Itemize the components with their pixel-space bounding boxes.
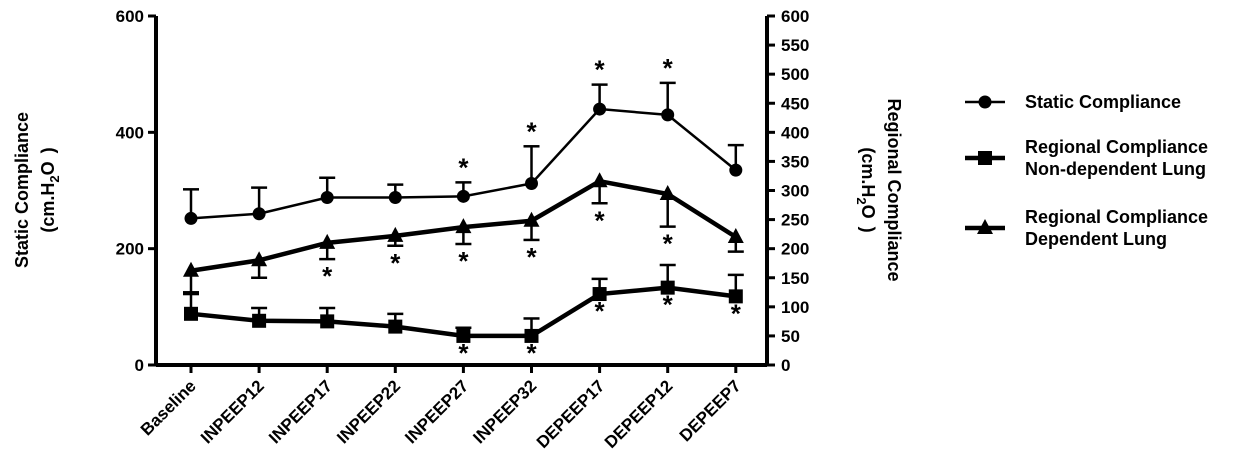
right-y-tick-label: 50: [781, 327, 800, 346]
significance-star: *: [595, 205, 606, 235]
right-axis-unit: (cm.H2O): [854, 147, 878, 232]
significance-star: *: [526, 338, 537, 368]
legend-marker: [978, 151, 992, 165]
left-y-tick-label: 600: [116, 7, 144, 26]
legend-label-line: Dependent Lung: [1025, 229, 1167, 249]
data-point: [252, 207, 266, 221]
right-y-tick-label: 250: [781, 211, 809, 230]
right-y-tick-label: 450: [781, 94, 809, 113]
right-y-tick-label: 500: [781, 65, 809, 84]
left-axis-title-line1: Static Compliance: [12, 112, 32, 268]
x-tick-label: INPEEP22: [333, 376, 404, 447]
right-y-tick-label: 0: [781, 356, 790, 375]
legend-label-line: Non-dependent Lung: [1025, 159, 1206, 179]
x-tick-label: INPEEP32: [469, 376, 540, 447]
data-point: [387, 226, 404, 242]
x-tick-label: DEPEEP7: [676, 376, 745, 445]
left-y-tick-label: 400: [116, 123, 144, 142]
x-tick-label: INPEEP12: [197, 376, 268, 447]
x-tick-label: INPEEP27: [401, 376, 472, 447]
right-y-tick-label: 600: [781, 7, 809, 26]
data-point: [456, 328, 471, 343]
legend-label-line: Regional Compliance: [1025, 207, 1208, 227]
left-y-tick-label: 0: [135, 356, 144, 375]
data-point: [320, 314, 335, 329]
x-tick-label: DEPEEP12: [601, 376, 677, 452]
legend-label: Regional Compliance Dependent Lung: [1025, 207, 1208, 249]
legend-marker: [977, 219, 993, 234]
data-point: [660, 280, 675, 295]
data-point: [184, 211, 198, 225]
significance-star: *: [595, 55, 606, 85]
legend-label: Static Compliance: [1025, 92, 1181, 112]
x-tick-labels: BaselineINPEEP12INPEEP17INPEEP22INPEEP27…: [137, 365, 745, 452]
significance-star: *: [526, 242, 537, 272]
right-y-tick-label: 550: [781, 36, 809, 55]
data-point: [525, 177, 538, 191]
significance-star: *: [390, 248, 401, 278]
data-point: [319, 233, 336, 249]
data-point: [252, 313, 267, 328]
legend-label-line: Regional Compliance: [1025, 137, 1208, 157]
data-point: [659, 184, 676, 200]
series-layer: * * * * * * * * * * * * * * *: [183, 53, 744, 368]
left-axis-title: Static Compliance: [12, 112, 32, 268]
significance-star: *: [458, 338, 469, 368]
data-point: [728, 289, 743, 304]
data-point: [593, 102, 607, 116]
significance-star: *: [458, 152, 469, 182]
significance-star: *: [663, 53, 674, 83]
legend-label: Regional Compliance Non-dependent Lung: [1025, 137, 1208, 179]
series-circle: * * * *: [183, 53, 744, 225]
right-y-tick-label: 100: [781, 298, 809, 317]
significance-star: *: [731, 298, 742, 328]
right-y-tick-label: 300: [781, 182, 809, 201]
x-tick-label: DEPEEP17: [533, 376, 609, 452]
data-point: [523, 211, 540, 227]
significance-star: *: [595, 296, 606, 326]
data-point: [320, 190, 334, 204]
right-axis-title: Regional Compliance: [884, 98, 904, 281]
data-point: [729, 163, 743, 177]
right-y-tick-label: 400: [781, 123, 809, 142]
x-tick-label: Baseline: [137, 376, 200, 439]
significance-star: *: [663, 229, 674, 259]
legend-marker: [978, 95, 992, 109]
right-y-tick-label: 150: [781, 269, 809, 288]
right-y-tick-label: 200: [781, 240, 809, 259]
data-point: [388, 319, 403, 334]
significance-star: *: [458, 246, 469, 276]
series-square: * * * * *: [183, 263, 744, 368]
data-point: [591, 172, 608, 188]
data-point: [524, 328, 539, 343]
data-point: [184, 306, 198, 321]
significance-star: *: [663, 290, 674, 320]
legend-label-line: Static Compliance: [1025, 92, 1181, 112]
right-y-tick-label: 350: [781, 152, 809, 171]
significance-star: *: [526, 116, 537, 146]
data-point: [661, 108, 675, 122]
x-tick-label: INPEEP17: [265, 376, 336, 447]
data-point: [456, 189, 470, 203]
series-triangle: * * * * * *: [183, 172, 744, 294]
data-point: [388, 190, 402, 204]
left-y-tick-label: 200: [116, 240, 144, 259]
left-axis-unit: (cm.H2O): [38, 147, 62, 232]
significance-star: *: [322, 261, 333, 291]
data-point: [183, 261, 199, 277]
data-point: [251, 251, 268, 267]
data-point: [727, 228, 744, 244]
data-point: [455, 218, 472, 234]
data-point: [592, 287, 607, 302]
